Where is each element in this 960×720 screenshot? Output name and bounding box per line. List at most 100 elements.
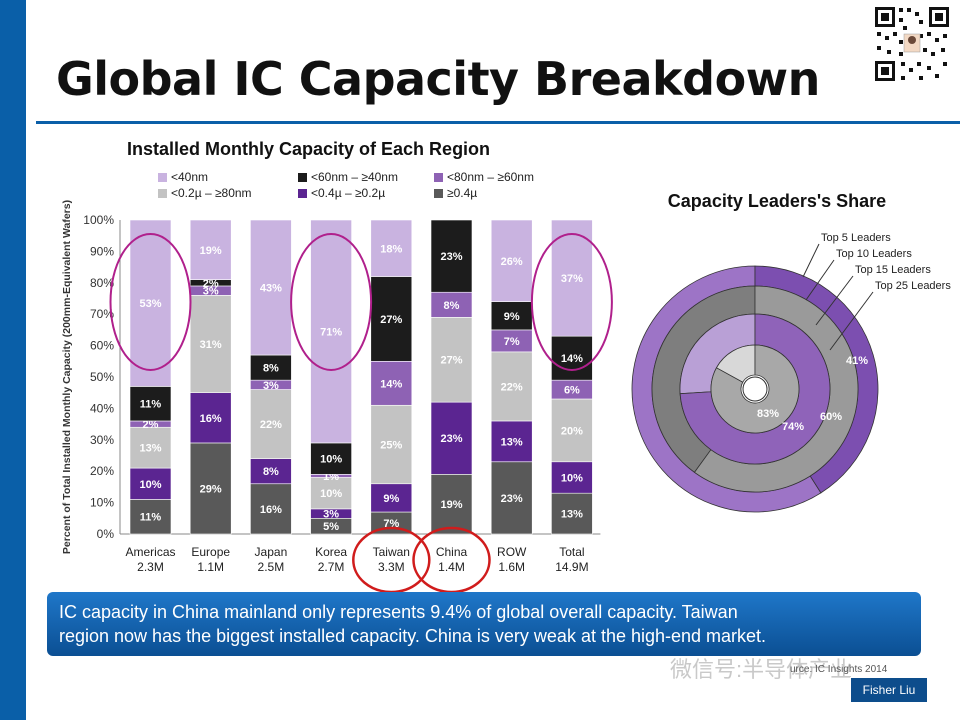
bar-data-label: 53%: [139, 298, 161, 310]
bar-segment: [250, 354, 292, 381]
x-category-value: 1.4M: [438, 560, 465, 574]
donut-ring-label: Top 5 Leaders: [821, 232, 891, 244]
y-tick-label: 0%: [97, 527, 115, 541]
bar-segment: [189, 442, 232, 535]
legend-label: <0.2µ – ≥80nm: [171, 186, 252, 200]
bar-data-label: 16%: [200, 413, 222, 425]
bar-data-label: 8%: [263, 363, 279, 375]
legend-label: <60nm – ≥40nm: [311, 170, 398, 184]
bar-data-label: 5%: [323, 521, 339, 533]
bar-chart-title: Installed Monthly Capacity of Each Regio…: [127, 139, 491, 159]
donut-leader-line: [805, 259, 835, 301]
source-note: urce: IC Insights 2014: [790, 664, 888, 675]
bar-segment: [310, 442, 352, 475]
bar-segment: [250, 458, 292, 485]
bar-data-label: 8%: [263, 466, 279, 478]
x-category-label: Europe: [191, 545, 230, 559]
bar-data-label: 9%: [504, 311, 520, 323]
legend-label: <80nm – ≥60nm: [447, 170, 534, 184]
donut-leader-line: [802, 243, 820, 278]
bar-data-label: 20%: [561, 425, 583, 437]
x-category-value: 3.3M: [378, 560, 405, 574]
x-category-label: China: [436, 545, 468, 559]
bar-data-label: 11%: [140, 399, 162, 411]
bar-segment: [551, 398, 593, 463]
bar-data-label: 10%: [320, 454, 342, 466]
bar-data-label: 19%: [440, 499, 462, 511]
bar-data-label: 10%: [139, 479, 161, 491]
donut-title: Capacity Leaders's Share: [668, 191, 886, 211]
bar-segment: [250, 483, 292, 535]
bar-segment: [430, 317, 473, 403]
donut-ring-label: Top 10 Leaders: [836, 248, 912, 260]
y-tick-label: 80%: [90, 276, 114, 290]
x-category-label: Korea: [315, 545, 347, 559]
bar-segment: [189, 219, 232, 280]
legend-swatch: [158, 173, 167, 182]
highlight-ellipse: [530, 233, 613, 371]
donut-value-label: 60%: [820, 411, 842, 423]
bar-data-label: 27%: [380, 314, 402, 326]
x-category-value: 14.9M: [555, 560, 588, 574]
bar-segment: [129, 426, 172, 469]
x-category-label: Japan: [255, 545, 288, 559]
wechat-watermark: 微信号:半导体产业: [670, 657, 853, 682]
legend-swatch: [434, 173, 443, 182]
bar-segment: [250, 389, 292, 459]
y-tick-label: 100%: [83, 213, 114, 227]
bar-data-label: 14%: [561, 353, 583, 365]
legend-swatch: [298, 189, 307, 198]
bar-data-label: 2%: [143, 419, 159, 431]
y-tick-label: 20%: [90, 464, 114, 478]
bar-segment: [129, 219, 172, 387]
donut-ring-label: Top 25 Leaders: [875, 280, 951, 292]
legend-label: <0.4µ – ≥0.2µ: [311, 186, 386, 200]
y-tick-label: 40%: [90, 401, 114, 415]
qr-code-image: [872, 4, 952, 84]
bar-segment: [551, 461, 593, 494]
bar-data-label: 25%: [380, 440, 402, 452]
bar-data-label: 23%: [440, 433, 462, 445]
bar-data-label: 13%: [139, 443, 161, 455]
callout-line: IC capacity in China mainland only repre…: [59, 602, 738, 622]
bar-data-label: 22%: [260, 419, 282, 431]
callout-line: region now has the biggest installed cap…: [59, 626, 767, 646]
legend-swatch: [298, 173, 307, 182]
y-tick-label: 50%: [90, 370, 114, 384]
summary-callout: IC capacity in China mainland only repre…: [47, 592, 921, 656]
highlight-ellipse: [290, 233, 373, 371]
bar-segment: [370, 483, 413, 513]
bar-data-label: 7%: [504, 336, 520, 348]
legend-swatch: [158, 189, 167, 198]
bar-segment: [551, 335, 593, 381]
bar-data-label: 18%: [380, 243, 402, 255]
bar-data-label: 16%: [260, 504, 282, 516]
bar-data-label: 43%: [260, 283, 282, 295]
bar-segment: [370, 404, 413, 485]
y-axis-label: Percent of Total Installed Monthly Capac…: [61, 200, 73, 554]
bar-data-label: 31%: [200, 339, 222, 351]
bar-segment: [490, 461, 533, 535]
bar-segment: [310, 477, 352, 510]
legend-label: ≥0.4µ: [447, 186, 478, 200]
bar-data-label: 71%: [320, 326, 342, 338]
y-tick-label: 70%: [90, 307, 114, 321]
bar-segment: [430, 474, 473, 535]
bar-data-label: 14%: [380, 378, 402, 390]
bar-segment: [129, 467, 172, 500]
donut-ring-label: Top 15 Leaders: [855, 264, 931, 276]
bar-segment: [370, 360, 413, 406]
x-category-value: 2.5M: [258, 560, 285, 574]
bar-data-label: 6%: [564, 385, 580, 397]
x-category-value: 2.7M: [318, 560, 345, 574]
legend-label: <40nm: [171, 170, 209, 184]
bar-data-label: 23%: [440, 251, 462, 263]
bar-data-label: 26%: [501, 256, 523, 268]
bar-data-label: 3%: [263, 380, 279, 392]
bar-data-label: 11%: [140, 512, 162, 524]
bar-segment: [250, 219, 292, 356]
donut-leader-line: [815, 275, 854, 326]
legend-swatch: [434, 189, 443, 198]
left-accent-bar: [0, 0, 26, 720]
